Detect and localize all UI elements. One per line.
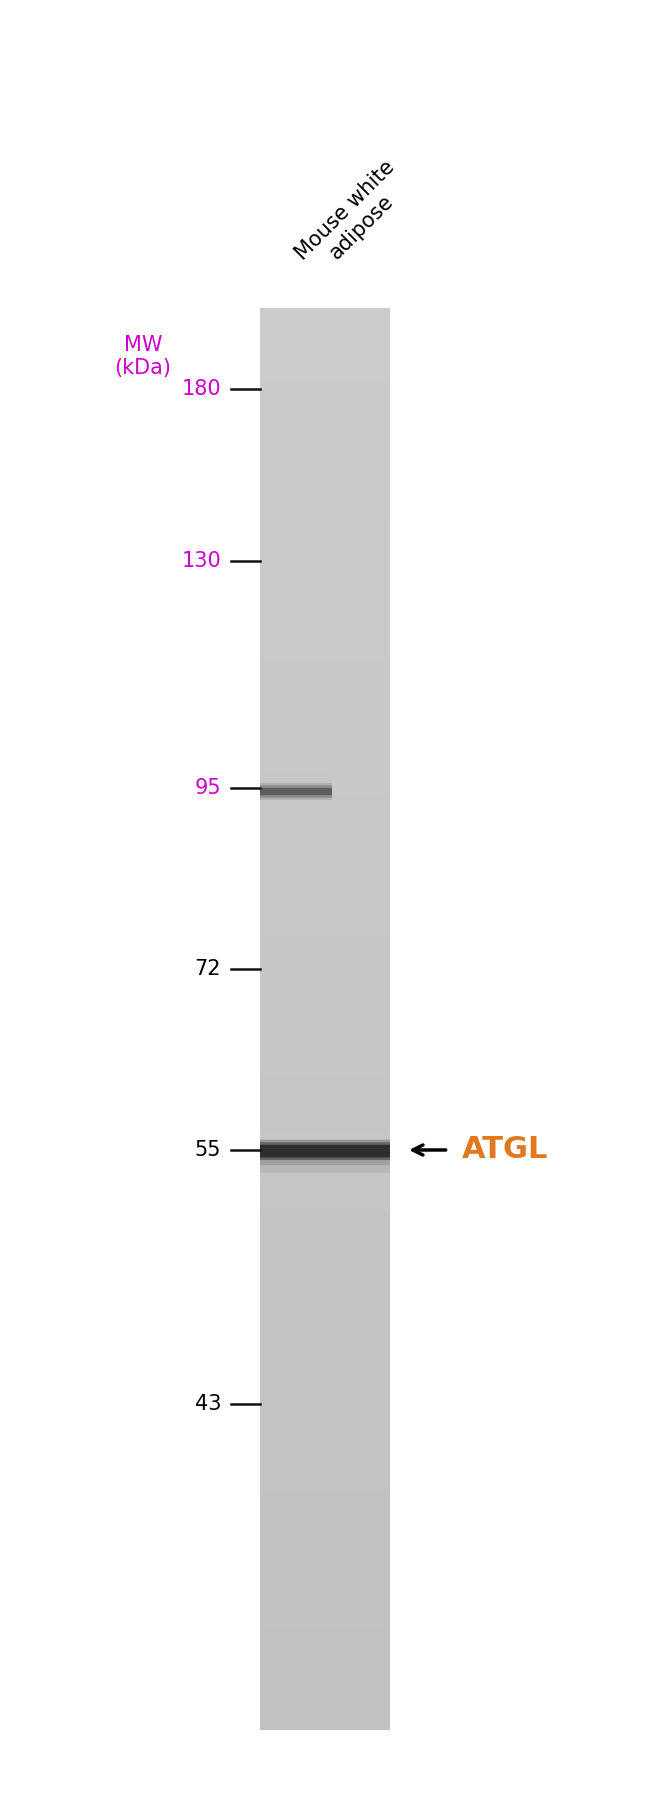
Text: 130: 130 — [181, 551, 221, 572]
Text: 72: 72 — [194, 958, 221, 980]
Text: Mouse white
adipose: Mouse white adipose — [291, 158, 415, 281]
Text: 95: 95 — [194, 777, 221, 799]
Text: 55: 55 — [194, 1139, 221, 1161]
Text: 43: 43 — [194, 1393, 221, 1414]
Text: ATGL: ATGL — [462, 1135, 548, 1164]
Text: MW
(kDa): MW (kDa) — [114, 335, 172, 378]
Text: 180: 180 — [181, 378, 221, 400]
